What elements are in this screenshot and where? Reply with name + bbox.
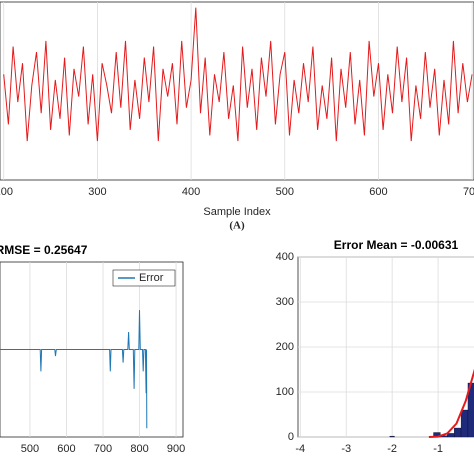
x-tick-label: 300 xyxy=(88,186,106,198)
x-tick-label: 700 xyxy=(94,443,112,455)
x-tick-label: -3 xyxy=(341,443,351,455)
legend-box xyxy=(112,269,176,287)
data-line xyxy=(0,310,148,429)
y-tick-label: 0 xyxy=(288,431,294,443)
x-tick-label: 200 xyxy=(0,186,13,198)
data-line xyxy=(3,7,473,142)
histogram-bar xyxy=(389,435,395,438)
x-tick-label: 800 xyxy=(130,443,148,455)
x-tick-label: 500 xyxy=(276,186,294,198)
x-tick-label: 900 xyxy=(167,443,185,455)
x-tick-label: 500 xyxy=(21,443,39,455)
y-tick-label: 100 xyxy=(276,386,294,398)
y-tick-label: 300 xyxy=(276,296,294,308)
chart-title: RMSE = 0.25647 xyxy=(0,243,88,257)
x-tick-label: 600 xyxy=(57,443,75,455)
x-tick-label: 700 xyxy=(463,186,474,198)
y-tick-label: 200 xyxy=(276,341,294,353)
legend-label: Error xyxy=(139,272,164,284)
x-tick-label: 600 xyxy=(369,186,387,198)
chart-title: Error Mean = -0.00631 xyxy=(334,238,459,252)
x-tick-label: -2 xyxy=(387,443,397,455)
y-tick-label: 400 xyxy=(276,251,294,263)
histogram-bar xyxy=(447,433,455,438)
data-line xyxy=(428,368,474,438)
histogram-bar xyxy=(460,409,469,438)
histogram-bar xyxy=(454,427,462,438)
caption: (A) xyxy=(229,220,245,232)
x-tick-label: 400 xyxy=(182,186,200,198)
x-axis-label: Sample Index xyxy=(203,206,271,218)
x-tick-label: -4 xyxy=(295,443,305,455)
x-tick-label: -1 xyxy=(433,443,443,455)
